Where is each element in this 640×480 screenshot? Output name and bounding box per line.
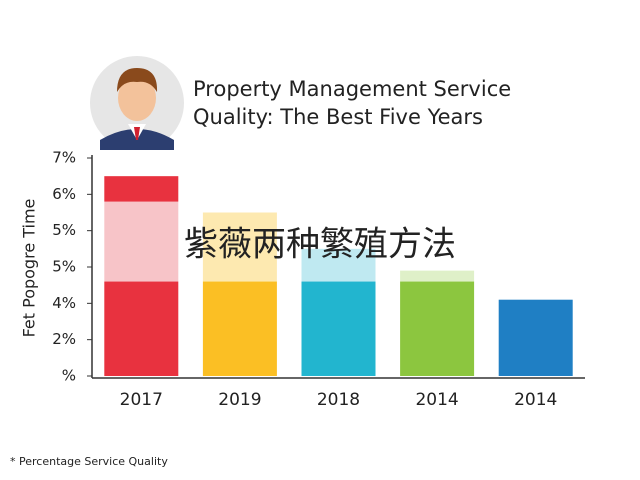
bar-segment [104,201,179,282]
watermark: 紫薇两种繁殖方法 [184,225,456,265]
chart-title: Property Management Service Quality: The … [193,77,511,129]
bar-segment [498,299,573,376]
bar-segment [104,281,179,376]
x-tick-label: 2014 [415,390,458,410]
y-tick-label: 5% [52,258,76,276]
y-tick-label: 6% [52,185,76,203]
bar-segment [104,176,179,202]
bar-segment [202,281,277,376]
y-tick-label: 2% [52,330,76,348]
footnote: * Percentage Service Quality [10,455,168,468]
y-tick-label: % [62,367,76,385]
x-tick-label: 2017 [120,390,163,410]
x-tick-label: 2014 [514,390,557,410]
bar-segment [202,212,277,282]
avatar [90,56,184,150]
bar-segment [400,281,475,376]
bar-segment [301,248,376,282]
x-tick-label: 2018 [317,390,360,410]
bar-segment [400,270,475,282]
x-tick-label: 2019 [218,390,261,410]
y-tick-label: 7% [52,149,76,167]
bar-segment [301,281,376,376]
y-tick-label: 4% [52,294,76,312]
y-axis-label: Fet Popogre Time [20,199,39,338]
y-tick-label: 5% [52,221,76,239]
